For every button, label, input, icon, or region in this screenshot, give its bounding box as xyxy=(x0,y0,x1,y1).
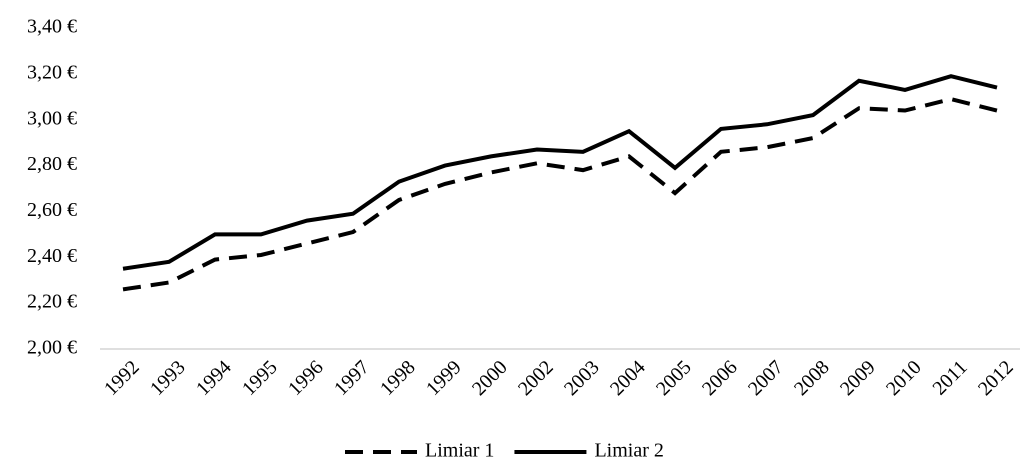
y-tick-label: 2,00 € xyxy=(27,337,77,359)
x-tick-label: 2005 xyxy=(652,356,696,400)
x-tick-label: 2011 xyxy=(928,356,971,399)
x-tick-label: 2000 xyxy=(468,356,512,400)
x-tick-label: 1997 xyxy=(330,356,374,400)
x-tick-label: 1993 xyxy=(146,356,190,400)
x-tick-label: 2004 xyxy=(606,356,650,400)
data-line xyxy=(122,74,998,271)
x-tick-label: 2010 xyxy=(882,356,926,400)
x-tick-label: 1992 xyxy=(100,356,144,400)
x-tick-label: 2007 xyxy=(744,356,788,400)
x-tick-label: 1994 xyxy=(192,356,236,400)
y-tick-label: 3,40 € xyxy=(27,16,77,38)
x-tick-label: 2008 xyxy=(790,356,834,400)
x-tick-label: 1999 xyxy=(422,356,466,400)
data-line xyxy=(122,97,998,292)
x-tick-label: 2012 xyxy=(974,356,1018,400)
y-tick-label: 2,80 € xyxy=(27,153,77,175)
y-tick-label: 2,60 € xyxy=(27,199,77,221)
y-tick-label: 3,00 € xyxy=(27,107,77,129)
y-tick-label: 2,40 € xyxy=(27,245,77,267)
y-tick-label: 3,20 € xyxy=(27,61,77,83)
x-tick-label: 1995 xyxy=(238,356,282,400)
x-tick-label: 2002 xyxy=(514,356,558,400)
x-tick-label: 2006 xyxy=(698,356,742,400)
x-tick-label: 2009 xyxy=(836,356,880,400)
x-tick-label: 1998 xyxy=(376,356,420,400)
y-tick-label: 2,20 € xyxy=(27,291,77,313)
x-tick-label: 2003 xyxy=(560,356,604,400)
legend-label: Limiar 2 xyxy=(594,440,663,462)
x-tick-label: 1996 xyxy=(284,356,328,400)
legend-label: Limiar 1 xyxy=(425,440,494,462)
